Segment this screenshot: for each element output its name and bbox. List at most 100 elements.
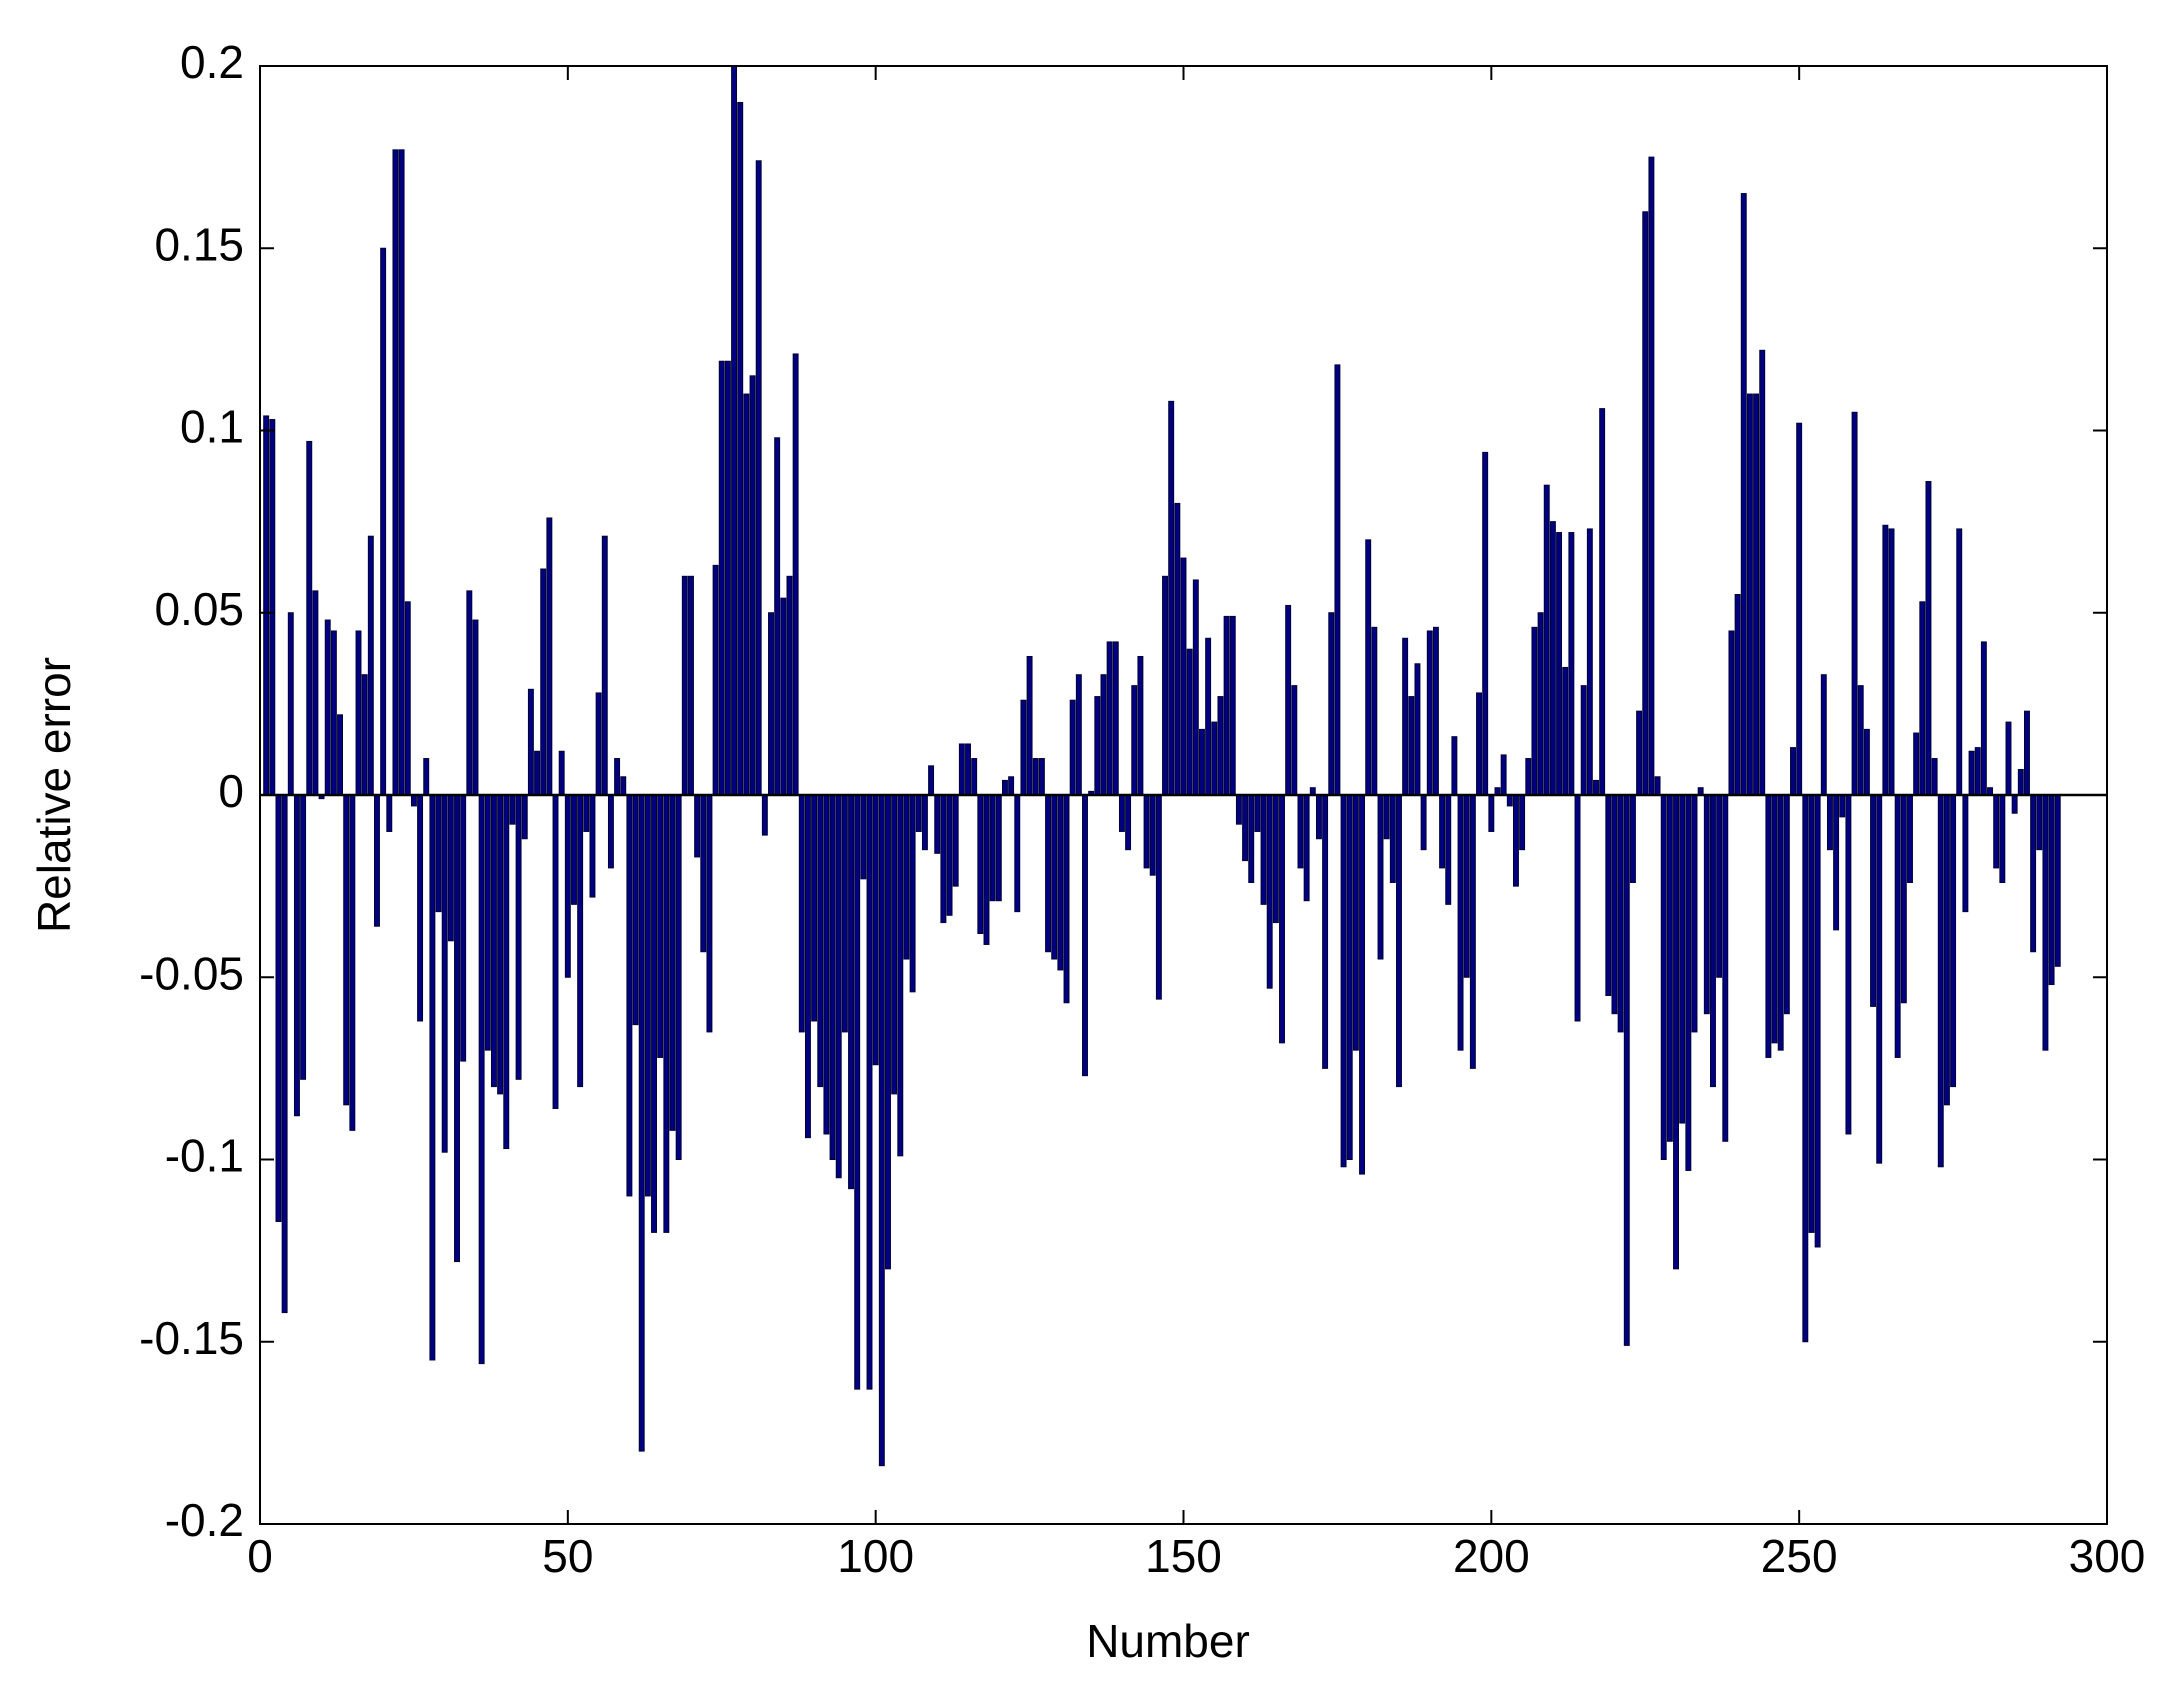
bar — [706, 794, 713, 1033]
bar — [1001, 779, 1008, 796]
bar — [866, 794, 873, 1390]
x-tick-label: 0 — [247, 1530, 273, 1582]
bar — [454, 794, 460, 1263]
bar — [1888, 528, 1895, 796]
bar — [1026, 655, 1033, 796]
y-axis-label: Relative error — [28, 657, 80, 933]
bar — [841, 794, 848, 1033]
bar — [1488, 794, 1495, 832]
bar — [1476, 692, 1482, 796]
bar — [1297, 794, 1304, 869]
bar — [749, 375, 756, 796]
bar — [915, 794, 922, 832]
bar — [1199, 728, 1205, 796]
bar — [1962, 794, 1969, 913]
bar — [1593, 779, 1599, 796]
bar — [835, 794, 842, 1179]
bar — [1131, 685, 1138, 796]
bar — [1069, 699, 1076, 796]
bar — [1408, 696, 1415, 796]
bar — [1740, 193, 1747, 796]
bar — [1629, 794, 1636, 883]
bar — [1537, 612, 1544, 796]
bar — [484, 794, 491, 1051]
bar — [952, 794, 959, 887]
bar — [534, 750, 541, 796]
bar — [681, 575, 688, 796]
bar — [1359, 794, 1366, 1175]
y-tick-label: -0.2 — [165, 1494, 244, 1546]
bar — [583, 794, 590, 832]
bar — [921, 794, 928, 851]
bar — [1279, 794, 1285, 1044]
bar — [965, 743, 971, 796]
y-tick-label: 0.2 — [180, 36, 244, 88]
bar — [768, 612, 774, 796]
bar — [521, 794, 528, 840]
bar — [1525, 758, 1532, 796]
bar — [792, 353, 799, 796]
bar — [1833, 794, 1840, 931]
bar — [903, 794, 910, 960]
bar — [2030, 794, 2037, 953]
bar — [1186, 648, 1193, 796]
bar — [410, 794, 417, 807]
x-tick-label: 150 — [1145, 1530, 1222, 1582]
bar — [1063, 794, 1070, 1004]
x-tick-label: 100 — [837, 1530, 914, 1582]
bar — [2042, 794, 2049, 1051]
bar — [287, 612, 294, 796]
bar — [1463, 794, 1470, 978]
bar — [466, 590, 473, 796]
bar — [1925, 481, 1932, 796]
bar — [1870, 794, 1877, 1007]
bar — [614, 758, 621, 796]
bar — [1568, 532, 1575, 796]
bar — [1303, 794, 1310, 902]
bar — [1759, 349, 1766, 796]
bar — [306, 440, 313, 796]
bar — [1771, 794, 1778, 1044]
bar — [552, 794, 559, 1109]
bar — [1377, 794, 1384, 960]
bar — [780, 597, 787, 796]
bar — [1149, 794, 1156, 876]
bar — [1802, 794, 1809, 1343]
bar — [1346, 794, 1353, 1160]
bar — [1155, 794, 1162, 1000]
bar — [1420, 794, 1427, 851]
bar — [971, 758, 978, 796]
bar — [589, 794, 596, 898]
bar — [1506, 794, 1513, 807]
bar — [1100, 674, 1107, 796]
bar — [718, 360, 725, 796]
bar — [860, 794, 867, 880]
bar — [940, 794, 947, 924]
bar — [324, 619, 331, 796]
bar — [1014, 794, 1021, 913]
bar — [823, 794, 830, 1135]
bar — [1950, 794, 1957, 1088]
bar — [1586, 528, 1593, 796]
bar — [1211, 721, 1218, 796]
bar — [1857, 685, 1864, 796]
bar — [1032, 758, 1039, 796]
bar — [1352, 794, 1359, 1051]
bar — [1340, 794, 1347, 1168]
y-tick-label: 0.05 — [154, 583, 244, 635]
bar — [509, 794, 516, 825]
bar — [423, 758, 430, 796]
bar — [774, 437, 781, 796]
bar — [989, 794, 996, 902]
bar — [1168, 400, 1175, 796]
bar — [817, 794, 824, 1088]
bar — [743, 393, 750, 796]
bar — [1205, 637, 1212, 796]
bar — [1426, 630, 1433, 796]
bar — [564, 794, 571, 978]
bar — [269, 419, 276, 796]
bar — [1162, 575, 1168, 796]
bar — [897, 794, 904, 1157]
bar — [731, 65, 738, 796]
bar — [293, 794, 300, 1117]
